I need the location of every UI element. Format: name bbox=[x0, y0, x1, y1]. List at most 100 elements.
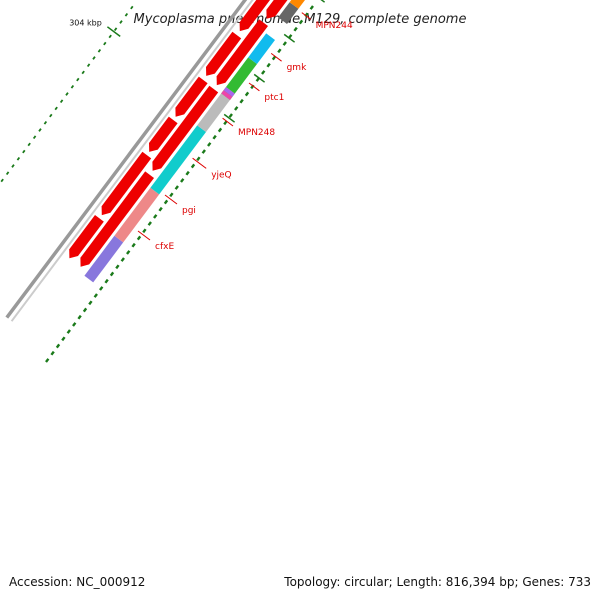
tick-dot bbox=[66, 329, 71, 334]
tick-dot bbox=[201, 149, 206, 154]
leader-line bbox=[164, 194, 178, 205]
gene-label-gmk: gmk bbox=[287, 63, 307, 73]
tick-dot bbox=[0, 178, 4, 183]
map-title: Mycoplasma pneumoniae M129, complete gen… bbox=[134, 12, 467, 27]
feature-block bbox=[197, 93, 230, 132]
tick-dot bbox=[234, 106, 239, 111]
tick-dot bbox=[126, 250, 131, 255]
tick-dot bbox=[115, 264, 120, 270]
gene-label-mpn248: MPN248 bbox=[238, 128, 275, 138]
tick-dot bbox=[266, 62, 271, 68]
tick-dot bbox=[217, 127, 223, 133]
tick-dot bbox=[271, 55, 277, 61]
tick-dot bbox=[298, 19, 304, 25]
cds-arrow bbox=[175, 76, 208, 117]
tick-dot bbox=[293, 26, 298, 32]
tick-dot bbox=[190, 163, 196, 169]
cds-arrow bbox=[216, 19, 268, 86]
tick-marks: 293 kbp294 kbp295 kbp296 kbp297 kbp298 k… bbox=[69, 0, 326, 123]
feature-block bbox=[278, 2, 299, 24]
tick-mark bbox=[320, 0, 326, 3]
tick-dot bbox=[77, 314, 82, 320]
tick-dot bbox=[16, 156, 21, 161]
feature-block bbox=[114, 187, 160, 243]
tick-dot bbox=[277, 48, 282, 54]
tick-mark bbox=[283, 33, 296, 43]
tick-dot bbox=[103, 41, 107, 46]
tick-dot bbox=[86, 63, 91, 68]
tick-dot bbox=[22, 149, 26, 154]
cds-arrow bbox=[152, 85, 219, 171]
tick-dot bbox=[99, 286, 104, 291]
cds-arrow bbox=[149, 116, 178, 152]
tick-dot bbox=[76, 77, 80, 82]
tick-dot bbox=[207, 142, 212, 147]
feature-block bbox=[150, 125, 206, 195]
tick-dot bbox=[65, 92, 69, 96]
leader-line bbox=[301, 12, 311, 20]
tick-dot bbox=[119, 20, 123, 24]
tick-dot bbox=[11, 164, 15, 168]
tick-dot bbox=[93, 293, 98, 298]
leader-line bbox=[192, 157, 207, 169]
tick-dot bbox=[136, 235, 142, 241]
tick-dot bbox=[61, 336, 66, 342]
tick-dot bbox=[228, 113, 233, 118]
tick-dot bbox=[130, 5, 134, 10]
feature-block bbox=[223, 87, 235, 97]
tick-dot bbox=[27, 142, 31, 147]
accession-label: Accession: NC_000912 bbox=[9, 575, 145, 589]
tick-dot bbox=[180, 178, 185, 183]
tick-dot bbox=[32, 135, 37, 140]
leader-line bbox=[248, 82, 260, 92]
tick-dot bbox=[5, 171, 10, 176]
feature-block bbox=[289, 0, 305, 9]
tick-dot bbox=[104, 278, 109, 284]
tick-dot bbox=[88, 300, 93, 306]
tick-dot bbox=[59, 99, 64, 104]
tick-dot bbox=[158, 206, 163, 212]
backbone-line bbox=[5, 0, 248, 319]
gene-label-yjeq: yjeQ bbox=[211, 170, 231, 180]
tick-dot bbox=[120, 257, 125, 262]
tick-dot bbox=[92, 56, 96, 60]
gene-labels: trxBMPN241secGvacBMPN244gmkptc1MPN248yje… bbox=[137, 12, 353, 252]
feature-block bbox=[84, 235, 124, 283]
feature-block bbox=[248, 33, 275, 64]
tick-dot bbox=[124, 12, 129, 17]
tick-dot bbox=[196, 156, 201, 162]
leader-line bbox=[137, 230, 151, 241]
tick-mark bbox=[223, 113, 236, 123]
tick-dot bbox=[55, 343, 61, 349]
backbone-line bbox=[10, 0, 254, 322]
tick-dot bbox=[261, 70, 266, 75]
cds-arrow bbox=[80, 171, 154, 267]
tick-label: 304 kbp bbox=[69, 19, 102, 28]
tick-dot bbox=[239, 98, 244, 104]
tick-dot bbox=[174, 185, 179, 190]
leader-line bbox=[270, 53, 282, 62]
cds-arrow bbox=[266, 0, 288, 19]
tick-dot bbox=[38, 128, 42, 132]
genome-summary: Topology: circular; Length: 816,394 bp; … bbox=[283, 575, 591, 589]
tick-dot bbox=[153, 214, 158, 219]
tick-dot bbox=[108, 34, 112, 39]
tick-dot bbox=[97, 48, 102, 53]
tick-dot bbox=[131, 242, 136, 248]
tick-dot bbox=[282, 41, 287, 46]
tick-dot bbox=[81, 70, 85, 75]
feature-block bbox=[226, 57, 257, 94]
tick-dot bbox=[169, 192, 174, 198]
tick-dot bbox=[43, 120, 48, 125]
cds-arrow bbox=[239, 0, 270, 32]
tick-mark bbox=[253, 73, 266, 83]
tick-dot bbox=[185, 170, 190, 176]
tick-dot bbox=[113, 27, 118, 32]
tick-dot bbox=[147, 221, 152, 226]
tick-dot bbox=[49, 113, 53, 118]
tick-dot bbox=[54, 106, 58, 111]
cds-arrow bbox=[101, 151, 152, 216]
tick-dot bbox=[212, 134, 217, 140]
tick-dot bbox=[309, 5, 314, 10]
